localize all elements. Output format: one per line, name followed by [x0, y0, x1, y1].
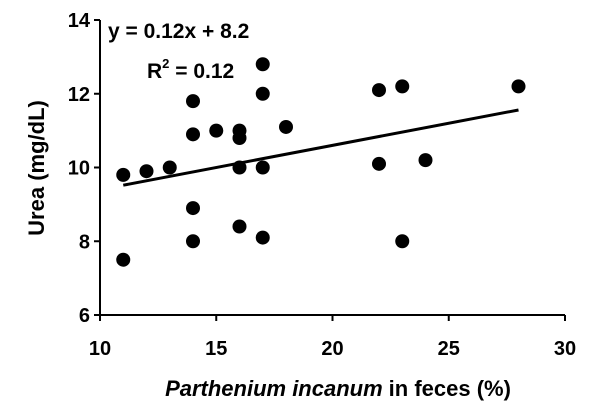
x-axis-title-italic: Parthenium incanum: [165, 376, 383, 401]
x-tick-label: 10: [89, 338, 111, 360]
data-point: [186, 234, 200, 248]
x-tick-label: 20: [321, 338, 343, 360]
data-point: [209, 124, 223, 138]
data-point: [372, 157, 386, 171]
data-point: [163, 161, 177, 175]
data-point: [186, 201, 200, 215]
x-tick-label: 15: [205, 338, 227, 360]
data-point: [512, 79, 526, 93]
axes: 6 8 10 12 14 10 15 20 25 30: [68, 10, 576, 360]
x-tick-label: 30: [554, 338, 576, 360]
y-tick-label: 6: [79, 305, 90, 327]
data-point: [186, 127, 200, 141]
data-point: [186, 94, 200, 108]
data-point: [140, 164, 154, 178]
y-tick-label: 14: [68, 10, 91, 32]
data-point: [256, 87, 270, 101]
data-point: [256, 231, 270, 245]
x-axis-title-rest: in feces (%): [389, 376, 511, 401]
trendline: [123, 110, 518, 185]
data-point: [233, 131, 247, 145]
x-axis-title: Parthenium incanum in feces (%): [165, 376, 511, 401]
equation-annotation: y = 0.12x + 8.2: [108, 20, 249, 43]
data-point: [372, 83, 386, 97]
y-axis-title: Urea (mg/dL): [24, 100, 49, 236]
y-tick-label: 8: [79, 231, 90, 253]
data-point: [256, 57, 270, 71]
data-point: [256, 161, 270, 175]
data-point: [395, 234, 409, 248]
data-point: [395, 79, 409, 93]
y-tick-label: 10: [68, 158, 90, 180]
data-points: [116, 57, 525, 266]
data-point: [233, 220, 247, 234]
data-point: [279, 120, 293, 134]
x-tick-label: 25: [438, 338, 460, 360]
data-point: [116, 253, 130, 267]
y-tick-label: 12: [68, 84, 90, 106]
data-point: [419, 153, 433, 167]
data-point: [116, 168, 130, 182]
r-squared-annotation: R2 = 0.12: [147, 56, 234, 83]
